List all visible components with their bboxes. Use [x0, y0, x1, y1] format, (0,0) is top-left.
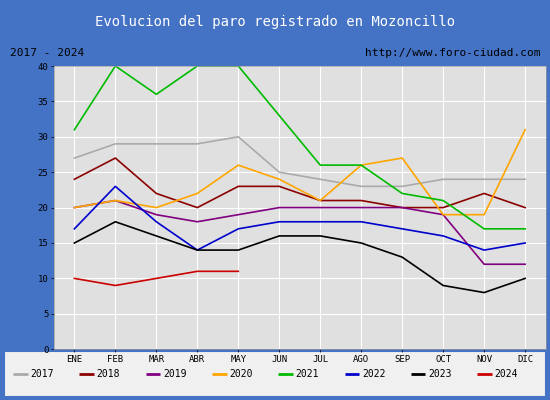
Text: 2018: 2018	[97, 369, 120, 379]
Text: 2019: 2019	[163, 369, 186, 379]
Text: 2022: 2022	[362, 369, 386, 379]
Text: 2023: 2023	[428, 369, 452, 379]
Text: 2024: 2024	[494, 369, 518, 379]
Text: 2021: 2021	[295, 369, 319, 379]
Text: Evolucion del paro registrado en Mozoncillo: Evolucion del paro registrado en Mozonci…	[95, 15, 455, 29]
Text: http://www.foro-ciudad.com: http://www.foro-ciudad.com	[365, 48, 540, 58]
Text: 2017: 2017	[30, 369, 54, 379]
Text: 2020: 2020	[229, 369, 253, 379]
Text: 2017 - 2024: 2017 - 2024	[10, 48, 84, 58]
